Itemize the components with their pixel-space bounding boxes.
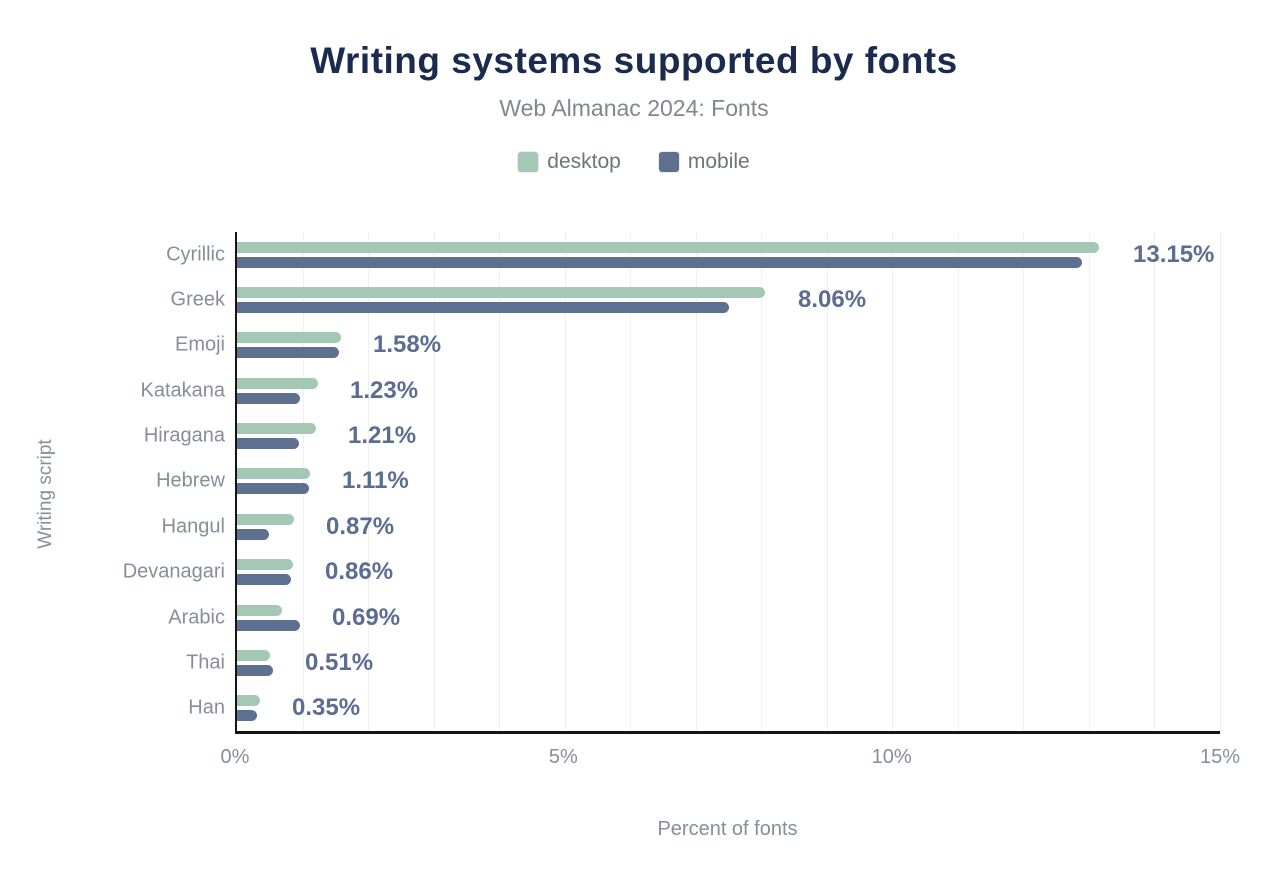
chart-row-katakana: Katakana 1.23%	[140, 368, 1220, 413]
chart-row-arabic: Arabic 0.69%	[168, 595, 1220, 640]
plot-area: Cyrillic 13.15% Greek 8.06% Emoji 1.58% Kataka…	[123, 232, 1221, 734]
chart-title: Writing systems supported by fonts	[310, 40, 958, 81]
legend-item-mobile[interactable]: mobile	[658, 150, 750, 174]
gridline	[630, 232, 632, 731]
legend: desktop mobile	[0, 150, 1268, 174]
bar-desktop	[237, 513, 294, 525]
category-label: Hangul	[161, 515, 225, 538]
value-label: 1.21%	[348, 422, 417, 450]
gridline	[826, 232, 828, 731]
gridline	[1154, 232, 1156, 731]
x-axis-ticks: 0% 5% 10% 15%	[221, 734, 1240, 770]
gridline	[499, 232, 501, 731]
x-tick-label: 10%	[871, 746, 912, 768]
chart-row-hiragana: Hiragana 1.21%	[144, 413, 1220, 458]
gridline	[957, 232, 959, 731]
category-label: Thai	[186, 651, 225, 674]
chart-row-emoji: Emoji 1.58%	[175, 323, 1220, 368]
chart-row-greek: Greek 8.06%	[171, 277, 1220, 322]
bar-mobile	[237, 392, 300, 404]
plot-region: Writing script Cyrillic 13.15% Greek 8.06% E…	[0, 232, 1268, 841]
desktop-swatch-icon	[518, 152, 539, 172]
chart-row-hangul: Hangul 0.87%	[162, 504, 1220, 549]
bar-desktop	[237, 559, 294, 571]
legend-label-mobile: mobile	[687, 150, 750, 173]
gridline	[1220, 232, 1221, 731]
gridline	[564, 232, 566, 731]
gridline	[892, 232, 894, 731]
y-axis-title: Writing script	[35, 439, 56, 549]
gridline	[368, 232, 370, 731]
x-tick-label: 5%	[548, 746, 578, 768]
bar-mobile	[237, 256, 1083, 268]
bar-desktop	[237, 287, 766, 299]
chart-row-cyrillic: Cyrillic 13.15%	[166, 232, 1220, 277]
bar-desktop	[237, 377, 318, 389]
category-label: Han	[188, 696, 225, 719]
value-label: 1.58%	[373, 331, 442, 359]
bar-desktop	[237, 468, 310, 480]
bar-mobile	[237, 302, 729, 314]
category-label: Devanagari	[122, 560, 225, 583]
bar-mobile	[237, 438, 300, 450]
chart-row-hebrew: Hebrew 1.11%	[156, 459, 1220, 504]
value-label: 0.86%	[325, 558, 394, 586]
legend-label-desktop: desktop	[547, 150, 621, 173]
gridline	[695, 232, 697, 731]
gridline	[1088, 232, 1090, 731]
bar-desktop	[237, 695, 260, 707]
value-label: 13.15%	[1133, 240, 1215, 268]
category-label: Greek	[170, 288, 225, 311]
mobile-swatch-icon	[658, 152, 679, 172]
value-label: 8.06%	[798, 286, 867, 314]
gridline	[302, 232, 304, 731]
value-label: 0.69%	[332, 603, 401, 631]
x-tick-label: 15%	[1199, 746, 1241, 768]
bar-mobile	[237, 619, 300, 631]
bar-mobile	[237, 710, 258, 722]
gridline	[433, 232, 435, 731]
value-label: 0.51%	[305, 648, 374, 676]
bar-desktop	[237, 332, 341, 344]
bar-mobile	[237, 528, 270, 540]
chart-row-thai: Thai 0.51%	[186, 640, 1220, 685]
value-label: 1.23%	[350, 376, 419, 404]
x-tick-label: 0%	[220, 746, 250, 768]
bar-desktop	[237, 604, 283, 616]
category-label: Katakana	[140, 379, 225, 402]
bar-desktop	[237, 649, 271, 661]
bar-desktop	[237, 241, 1099, 253]
value-label: 0.87%	[326, 512, 395, 540]
category-label: Cyrillic	[166, 243, 225, 266]
category-label: Hebrew	[156, 469, 225, 492]
legend-item-desktop[interactable]: desktop	[518, 150, 621, 174]
x-axis-title: Percent of fonts	[657, 818, 798, 840]
chart-row-han: Han 0.35%	[188, 686, 1220, 731]
category-label: Arabic	[168, 606, 225, 629]
chart-row-devanagari: Devanagari 0.86%	[123, 550, 1220, 595]
category-label: Emoji	[174, 333, 225, 356]
chart-subtitle: Web Almanac 2024: Fonts	[499, 95, 769, 121]
bar-desktop	[237, 423, 317, 435]
bar-mobile	[237, 347, 340, 359]
bar-mobile	[237, 664, 274, 676]
gridline	[1023, 232, 1025, 731]
gridline	[761, 232, 763, 731]
category-label: Hiragana	[143, 424, 225, 447]
value-label: 1.11%	[342, 467, 409, 495]
value-label: 0.35%	[292, 694, 361, 722]
bar-mobile	[237, 483, 310, 495]
bar-mobile	[237, 574, 291, 586]
